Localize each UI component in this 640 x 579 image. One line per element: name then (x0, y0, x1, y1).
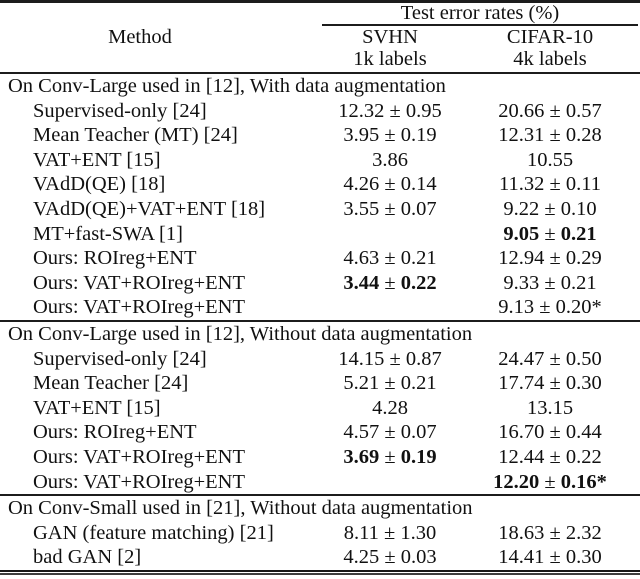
section-title: On Conv-Large used in [12], Without data… (8, 322, 473, 345)
cifar-value: 9.13 ± 0.20* (498, 296, 602, 319)
section-divider-rule (0, 494, 640, 497)
method-cell: VAT+ENT [15] (33, 148, 161, 171)
span-header-row: Test error rates (%) (0, 3, 640, 24)
method-cell: Ours: VAT+ROIreg+ENT (33, 470, 245, 493)
section-title: On Conv-Small used in [21], Without data… (8, 497, 473, 520)
section-divider-rule (0, 319, 640, 322)
cifar-value: 12.20 ± 0.16* (493, 470, 607, 493)
table-row: Ours: ROIreg+ENT 4.63 ± 0.21 12.94 ± 0.29 (0, 246, 640, 271)
cifar-value: 12.31 ± 0.28 (498, 124, 602, 147)
method-cell: Ours: VAT+ROIreg+ENT (33, 445, 245, 468)
method-cell: GAN (feature matching) [21] (33, 521, 274, 544)
svhn-value: 4.26 ± 0.14 (343, 173, 437, 196)
svhn-column-header: SVHN (362, 26, 418, 48)
section-header-row: On Conv-Large used in [12], With data au… (0, 74, 640, 99)
method-cell: VAT+ENT [15] (33, 396, 161, 419)
cifar-value: 13.15 (526, 396, 574, 419)
table-row: Supervised-only [24] 14.15 ± 0.87 24.47 ± … (0, 347, 640, 372)
cifar-value: 24.47 ± 0.50 (498, 347, 602, 370)
table-row: bad GAN [2] 4.25 ± 0.03 14.41 ± 0.30 (0, 545, 640, 570)
cifar10-labels-subheader: 4k labels (513, 48, 587, 70)
table-row: VAT+ENT [15] 4.28 13.15 (0, 396, 640, 421)
table-row: GAN (feature matching) [21] 8.11 ± 1.30 18… (0, 521, 640, 546)
table-row: VAdD(QE) [18] 4.26 ± 0.14 11.32 ± 0.11 (0, 172, 640, 197)
table-row: Ours: VAT+ROIreg+ENT 3.69 ± 0.19 12.44 ± 0… (0, 445, 640, 470)
method-cell: VAdD(QE) [18] (33, 173, 166, 196)
table-top-rule (0, 0, 640, 3)
cifar-value: 17.74 ± 0.30 (498, 372, 602, 395)
cifar-value: 14.41 ± 0.30 (498, 546, 602, 569)
cifar-value: 20.66 ± 0.57 (498, 99, 602, 122)
method-cell: VAdD(QE)+VAT+ENT [18] (33, 197, 266, 220)
cifar-value: 9.33 ± 0.21 (503, 271, 597, 294)
cifar-value: 9.05 ± 0.21 (503, 222, 597, 245)
test-error-span-rule (322, 24, 638, 26)
cifar-value: 16.70 ± 0.44 (498, 421, 602, 444)
table-row: Ours: VAT+ROIreg+ENT 9.13 ± 0.20* (0, 295, 640, 320)
svhn-value: 14.15 ± 0.87 (338, 347, 442, 370)
table-row: Ours: VAT+ROIreg+ENT 12.20 ± 0.16* (0, 470, 640, 495)
table-row: Supervised-only [24] 12.32 ± 0.95 20.66 ± … (0, 99, 640, 124)
table-row: VAT+ENT [15] 3.86 10.55 (0, 148, 640, 173)
svhn-value: 12.32 ± 0.95 (338, 99, 442, 122)
cifar-value: 18.63 ± 2.32 (498, 521, 602, 544)
table-row: Mean Teacher (MT) [24] 3.95 ± 0.19 12.31 ±… (0, 123, 640, 148)
method-cell: MT+fast-SWA [1] (33, 222, 183, 245)
table-row: Ours: VAT+ROIreg+ENT 3.44 ± 0.22 9.33 ± 0.… (0, 271, 640, 296)
method-column-header: Method (108, 26, 172, 48)
table-row: Mean Teacher [24] 5.21 ± 0.21 17.74 ± 0.30 (0, 371, 640, 396)
section-title: On Conv-Large used in [12], With data au… (8, 75, 446, 97)
test-error-rates-header: Test error rates (%) (400, 2, 560, 24)
method-cell: Mean Teacher (MT) [24] (33, 124, 238, 147)
span-header-spacer (0, 3, 320, 24)
method-cell: Mean Teacher [24] (33, 372, 189, 395)
cifar-value: 10.55 (526, 148, 574, 171)
svhn-value: 4.57 ± 0.07 (343, 421, 437, 444)
svhn-value (320, 470, 460, 495)
table-row: Ours: ROIreg+ENT 4.57 ± 0.07 16.70 ± 0.44 (0, 420, 640, 445)
method-cell: bad GAN [2] (33, 546, 142, 569)
labels-subheader-spacer (0, 48, 320, 70)
svhn-value: 3.69 ± 0.19 (343, 445, 437, 468)
header-bottom-rule (0, 72, 640, 74)
cifar-value: 12.44 ± 0.22 (498, 445, 602, 468)
table-row: MT+fast-SWA [1] 9.05 ± 0.21 (0, 222, 640, 247)
svhn-value (320, 222, 460, 247)
labels-subheader-row: 1k labels 4k labels (0, 48, 640, 72)
method-cell: Supervised-only [24] (33, 99, 207, 122)
cifar-value: 9.22 ± 0.10 (503, 197, 597, 220)
svhn-value (320, 295, 460, 320)
svhn-labels-subheader: 1k labels (353, 48, 427, 70)
section-header-row: On Conv-Small used in [21], Without data… (0, 496, 640, 521)
svhn-value: 8.11 ± 1.30 (343, 521, 437, 544)
svhn-value: 3.86 (372, 148, 408, 171)
table-body: On Conv-Large used in [12], With data au… (0, 74, 640, 570)
svhn-value: 4.25 ± 0.03 (343, 546, 437, 569)
cifar10-column-header: CIFAR-10 (506, 26, 594, 48)
method-cell: Supervised-only [24] (33, 347, 207, 370)
method-cell: Ours: ROIreg+ENT (33, 247, 197, 270)
svhn-value: 3.55 ± 0.07 (343, 197, 437, 220)
svhn-value: 4.63 ± 0.21 (343, 247, 437, 270)
svhn-value: 3.44 ± 0.22 (343, 271, 437, 294)
method-cell: Ours: VAT+ROIreg+ENT (33, 296, 245, 319)
table-row: VAdD(QE)+VAT+ENT [18] 3.55 ± 0.07 9.22 ± 0… (0, 197, 640, 222)
method-cell: Ours: VAT+ROIreg+ENT (33, 271, 245, 294)
method-cell: Ours: ROIreg+ENT (33, 421, 197, 444)
svhn-value: 3.95 ± 0.19 (343, 124, 437, 147)
svhn-value: 4.28 (372, 396, 408, 419)
cifar-value: 11.32 ± 0.11 (499, 173, 601, 196)
table-bottom-rule (0, 569, 640, 575)
cifar-value: 12.94 ± 0.29 (498, 247, 602, 270)
svhn-value: 5.21 ± 0.21 (343, 372, 437, 395)
dataset-header-row: Method SVHN CIFAR-10 (0, 26, 640, 48)
section-header-row: On Conv-Large used in [12], Without data… (0, 322, 640, 347)
